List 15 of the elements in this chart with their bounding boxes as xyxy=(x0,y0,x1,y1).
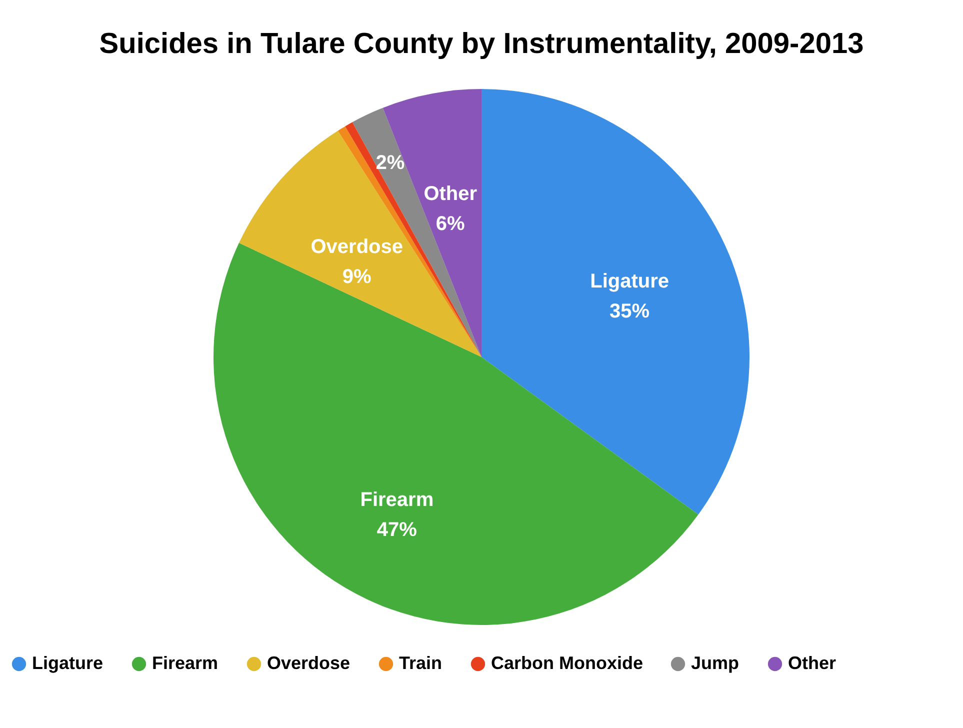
legend-label: Carbon Monoxide xyxy=(491,653,643,673)
legend-label: Other xyxy=(788,653,836,673)
data-label: Overdose 9% xyxy=(310,236,403,288)
pie-slice xyxy=(239,130,482,357)
legend-label: Train xyxy=(399,653,442,673)
legend-label: Jump xyxy=(691,653,740,673)
legend-label: Ligature xyxy=(32,653,104,673)
chart-title: Suicides in Tulare County by Instrumentality, 2009-2013 xyxy=(99,28,864,60)
data-label: Firearm 47% xyxy=(360,489,434,542)
pie-slice xyxy=(482,89,750,515)
data-label: Other 6% xyxy=(424,182,478,235)
legend-label: Overdose xyxy=(267,653,350,673)
data-label: Ligature 35% xyxy=(590,270,670,323)
data-label: 2% xyxy=(376,152,405,174)
legend-label: Firearm xyxy=(152,653,218,673)
